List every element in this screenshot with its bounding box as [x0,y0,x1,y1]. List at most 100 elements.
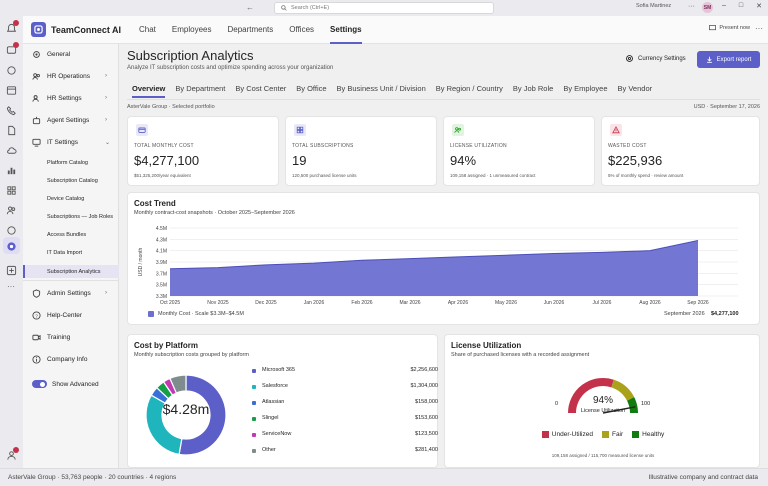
tab-by-region[interactable]: By Region / Country [435,84,503,93]
sidebar-item-it-settings[interactable]: IT Settings ⌄ [23,135,119,149]
gauge-band-fair [611,379,635,401]
nav-departments[interactable]: Departments [227,25,274,34]
add-app-icon[interactable] [5,264,17,276]
sidebar-item-label: HR Settings [47,94,82,102]
close-icon[interactable]: ✕ [756,3,762,10]
tab-by-business-unit[interactable]: By Business Unit / Division [336,84,426,93]
subitem-subscriptions-job-roles[interactable]: Subscriptions — Job Roles [23,210,119,223]
kpi-subtext: $51,325,200/year equivalent [134,173,191,178]
org-icon[interactable] [5,224,17,236]
sidebar-divider [23,280,119,281]
license-utilization-subtitle: Share of purchased licenses with a recor… [451,352,590,358]
apps-icon[interactable] [5,184,17,196]
x-tick-label: Jun 2026 [544,300,565,306]
sidebar-item-help-center[interactable]: ? Help-Center [23,308,119,322]
tabs-divider [127,99,760,100]
teams-icon[interactable] [5,64,17,76]
y-tick-label: 4.1M [156,249,167,255]
subitem-platform-catalog[interactable]: Platform Catalog [23,156,119,169]
present-now-button[interactable]: Present now [709,25,750,31]
y-tick-label: 3.7M [156,271,167,277]
legend-swatch [601,431,609,438]
subitem-access-bundles[interactable]: Access Bundles [23,228,119,241]
sidebar-item-company-info[interactable]: Company Info [23,352,119,366]
tab-by-cost-center[interactable]: By Cost Center [235,84,287,93]
sidebar-item-training[interactable]: Training [23,330,119,344]
nav-employees[interactable]: Employees [171,25,212,34]
active-subitem-marker [23,265,25,278]
subitem-label: Device Catalog [47,195,85,202]
more-icon[interactable]: ··· [688,3,695,10]
legend-swatch [632,431,640,438]
activity-icon[interactable] [5,22,17,34]
people-icon[interactable] [5,204,17,216]
subitem-device-catalog[interactable]: Device Catalog [23,192,119,205]
show-advanced-toggle[interactable] [32,380,47,388]
kpi-card-wasted-cost: WASTED COST $225,936 5% of monthly spend… [601,116,760,186]
tab-by-vendor[interactable]: By Vendor [617,84,653,93]
legend-under-utilized: Under-Utilized [541,431,593,438]
gauge-label: License Utilization [580,408,626,414]
avatar[interactable]: SM [702,2,713,13]
cost-trend-subtitle: Monthly contract-cost snapshots · Octobe… [134,210,295,216]
tab-by-office[interactable]: By Office [296,84,327,93]
analytics-tabs: Overview By Department By Cost Center By… [127,82,657,98]
tab-overview[interactable]: Overview [127,82,170,98]
back-icon[interactable]: ← [246,3,254,12]
calendar-icon[interactable] [5,84,17,96]
tab-by-job-role[interactable]: By Job Role [512,84,554,93]
nav-chat[interactable]: Chat [139,25,156,34]
page-subtitle: Analyze IT subscription costs and optimi… [127,65,334,71]
kpi-card-total-subscriptions: TOTAL SUBSCRIPTIONS 19 120,500 purchased… [285,116,437,186]
export-report-button[interactable]: Export report [697,51,760,68]
video-icon [32,334,41,340]
platform-name: Atlassian [262,399,285,405]
tab-by-department[interactable]: By Department [175,84,226,93]
teamconnect-icon[interactable] [5,240,17,252]
legend-label: Fair [611,431,624,438]
subitem-label: Subscriptions — Job Roles [47,213,114,220]
sidebar-item-general[interactable]: General [23,47,119,61]
subitem-subscription-analytics[interactable]: Subscription Analytics [23,265,119,278]
tab-by-employee[interactable]: By Employee [563,84,608,93]
svg-text:?: ? [35,313,38,318]
cost-trend-card: Cost Trend Monthly contract-cost snapsho… [127,192,760,325]
subitem-it-data-import[interactable]: IT Data Import [23,246,119,259]
maximize-icon[interactable]: □ [738,2,744,9]
account-icon[interactable] [5,449,17,461]
subitem-subscription-catalog[interactable]: Subscription Catalog [23,174,119,187]
platform-name: Microsoft 365 [262,367,296,373]
kpi-value: $4,277,100 [134,153,200,168]
chat-icon[interactable] [5,44,17,56]
subitem-label: IT Data Import [47,249,83,256]
search-input[interactable]: Search (Ctrl+E) [274,2,494,14]
chart-icon[interactable] [5,164,17,176]
files-icon[interactable] [5,124,17,136]
subitem-label: Access Bundles [47,231,87,238]
x-tick-label: Nov 2025 [207,300,229,306]
sidebar-item-hr-operations[interactable]: HR Operations › [23,69,119,83]
sidebar-item-agent-settings[interactable]: Agent Settings › [23,113,119,127]
y-tick-label: 4.3M [156,237,167,243]
latest-period-label: September 2026 [664,311,705,317]
chat-badge [13,42,19,48]
calls-icon[interactable] [5,104,17,116]
more-apps-icon[interactable]: ··· [7,281,15,291]
nav-settings[interactable]: Settings [322,16,370,44]
sidebar-item-label: General [47,50,71,58]
sidebar-item-admin-settings[interactable]: Admin Settings › [23,286,119,300]
chevron-right-icon: › [105,117,107,123]
present-icon [709,25,717,31]
nav-offices[interactable]: Offices [289,25,315,34]
currency-settings-button[interactable]: Currency Settings [625,54,686,63]
more-options-icon[interactable]: ··· [755,24,763,33]
sidebar-item-hr-settings[interactable]: HR Settings › [23,91,119,105]
people-settings-icon [32,94,39,102]
show-advanced-toggle-row[interactable]: Show Advanced [23,377,119,391]
gear-icon [33,50,40,58]
minimize-icon[interactable]: – [721,2,726,9]
app-header: TeamConnect AI Chat Employees Department… [23,16,768,44]
cloud-icon[interactable] [5,144,17,156]
cost-line-series [169,239,699,270]
platform-cost: $281,400 [415,447,438,453]
